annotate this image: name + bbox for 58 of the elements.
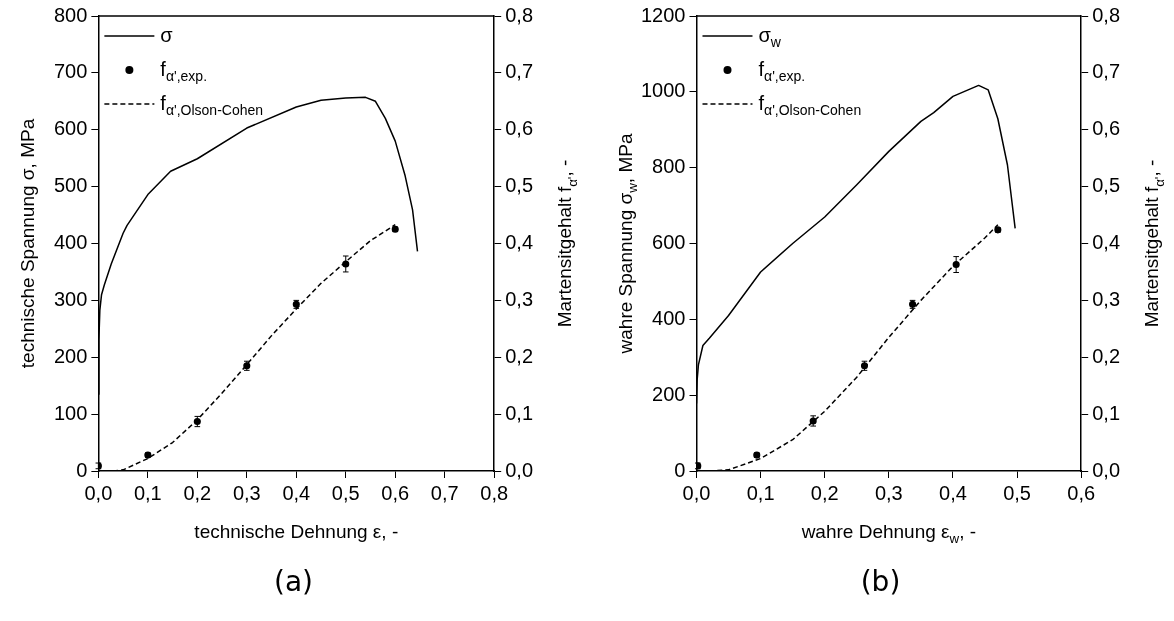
y-axis-title: technische Spannung σ, MPa — [16, 118, 38, 369]
y2-tick-label: 0,8 — [505, 3, 534, 26]
y-tick-label: 600 — [53, 117, 88, 140]
y-tick-label: 100 — [53, 401, 88, 424]
y-tick-label: 700 — [53, 60, 88, 83]
x-tick-label: 0,4 — [939, 481, 967, 504]
y2-tick-label: 0,1 — [505, 401, 534, 424]
y2-tick-label: 0,8 — [1092, 3, 1121, 26]
x-tick-label: 0,0 — [84, 481, 113, 504]
x-tick-label: 0,6 — [381, 481, 410, 504]
y2-tick-label: 0,5 — [1092, 174, 1121, 197]
y-tick-label: 0 — [76, 458, 88, 481]
y-tick-label: 600 — [652, 231, 686, 254]
y2-tick-label: 0,6 — [1092, 117, 1121, 140]
y2-tick-label: 0,7 — [1092, 60, 1121, 83]
x-tick-label: 0,5 — [1003, 481, 1031, 504]
x-tick-label: 0,1 — [746, 481, 775, 504]
x-axis-title: technische Dehnung ε, - — [194, 521, 399, 543]
x-tick-label: 0,0 — [682, 481, 711, 504]
y2-tick-label: 0,4 — [1092, 231, 1121, 254]
y-tick-label: 200 — [53, 344, 88, 367]
y2-tick-label: 0,3 — [505, 287, 534, 310]
text: (a) — [273, 565, 314, 598]
y-tick-label: 1000 — [640, 79, 686, 102]
y-tick-label: 800 — [652, 155, 686, 178]
y2-axis-title: Martensitgehalt fα', - — [1141, 159, 1167, 328]
x-tick-label: 0,6 — [1067, 481, 1096, 504]
y2-tick-label: 0,1 — [1092, 401, 1121, 424]
y2-tick-label: 0,4 — [505, 231, 534, 254]
y2-tick-label: 0,2 — [505, 344, 534, 367]
x-tick-label: 0,7 — [430, 481, 459, 504]
y-tick-label: 400 — [652, 306, 686, 329]
x-tick-label: 0,1 — [133, 481, 162, 504]
y2-tick-label: 0,7 — [505, 60, 534, 83]
y2-tick-label: 0,0 — [505, 458, 534, 481]
y-tick-label: 500 — [53, 174, 88, 197]
x-tick-label: 0,4 — [282, 481, 311, 504]
y-tick-label: 0 — [674, 458, 686, 481]
y-tick-label: 1200 — [640, 3, 686, 26]
y-tick-label: 800 — [53, 3, 88, 26]
x-tick-label: 0,2 — [183, 481, 212, 504]
x-tick-label: 0,3 — [874, 481, 903, 504]
y2-axis-title: Martensitgehalt fα', - — [554, 159, 580, 328]
y-axis-title: wahre Spannung σw, MPa — [614, 133, 640, 355]
x-tick-label: 0,5 — [331, 481, 360, 504]
y2-tick-label: 0,5 — [505, 174, 534, 197]
y-tick-label: 400 — [53, 231, 88, 254]
y-tick-label: 200 — [652, 382, 686, 405]
y2-tick-label: 0,0 — [1092, 458, 1121, 481]
x-tick-label: 0,3 — [232, 481, 261, 504]
y-tick-label: 300 — [53, 287, 88, 310]
legend-label: σ — [160, 23, 174, 46]
x-tick-label: 0,2 — [810, 481, 839, 504]
y2-tick-label: 0,2 — [1092, 344, 1121, 367]
text: (b) — [859, 565, 902, 598]
x-tick-label: 0,8 — [480, 481, 509, 504]
y2-tick-label: 0,3 — [1092, 287, 1121, 310]
y2-tick-label: 0,6 — [505, 117, 534, 140]
